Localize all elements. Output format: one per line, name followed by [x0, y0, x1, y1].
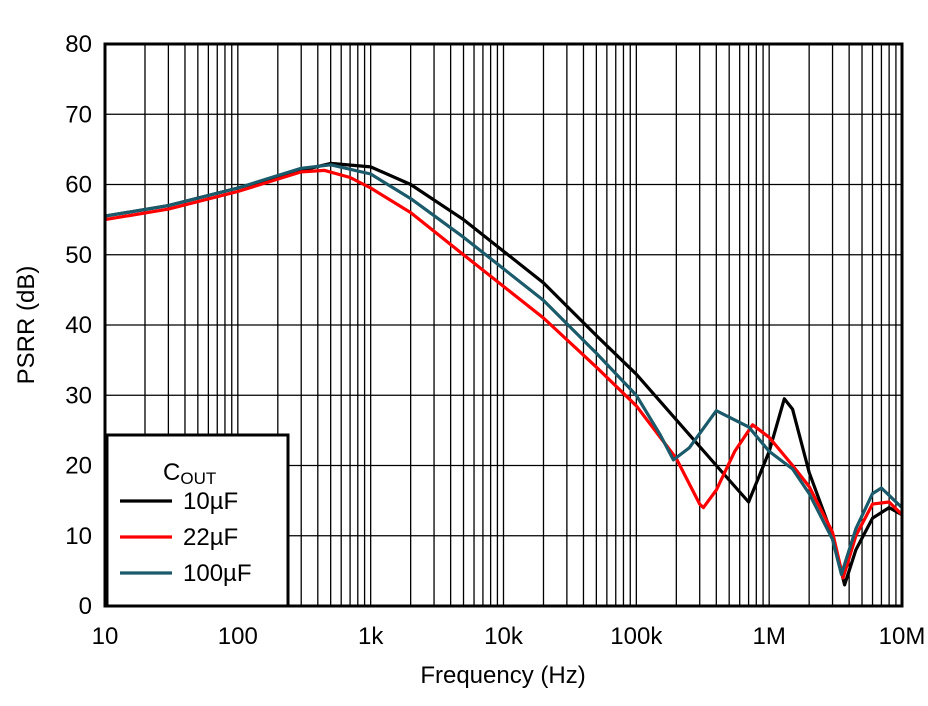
y-tick-label: 40 [65, 312, 92, 339]
x-tick-label: 100k [610, 623, 663, 650]
legend-entry: 22µF [183, 524, 238, 551]
y-tick-label: 50 [65, 242, 92, 269]
y-tick-label: 70 [65, 101, 92, 128]
x-tick-label: 100 [218, 623, 258, 650]
y-tick-label: 0 [79, 593, 92, 620]
x-axis-label: Frequency (Hz) [420, 662, 585, 689]
plot-frame [103, 42, 904, 608]
y-tick-label: 80 [65, 31, 92, 58]
x-tick-label: 10k [484, 623, 524, 650]
series-lines [104, 161, 904, 587]
legend-box [105, 433, 290, 608]
grid [104, 43, 902, 607]
series-line-100F [104, 163, 904, 577]
legend: COUT 10µF 22µF 100µF [105, 433, 290, 608]
y-tick-label: 10 [65, 523, 92, 550]
legend-entry: 10µF [183, 488, 238, 515]
x-tick-label: 10 [92, 623, 119, 650]
y-axis-label: PSRR (dB) [13, 266, 40, 385]
legend-title: COUT [163, 459, 216, 488]
legend-entry: 100µF [183, 560, 252, 587]
y-tick-label: 30 [65, 382, 92, 409]
y-tick-label: 20 [65, 453, 92, 480]
x-tick-label: 1k [358, 623, 384, 650]
x-tick-label: 1M [752, 623, 785, 650]
y-tick-label: 60 [65, 172, 92, 199]
x-tick-label: 10M [879, 623, 926, 650]
